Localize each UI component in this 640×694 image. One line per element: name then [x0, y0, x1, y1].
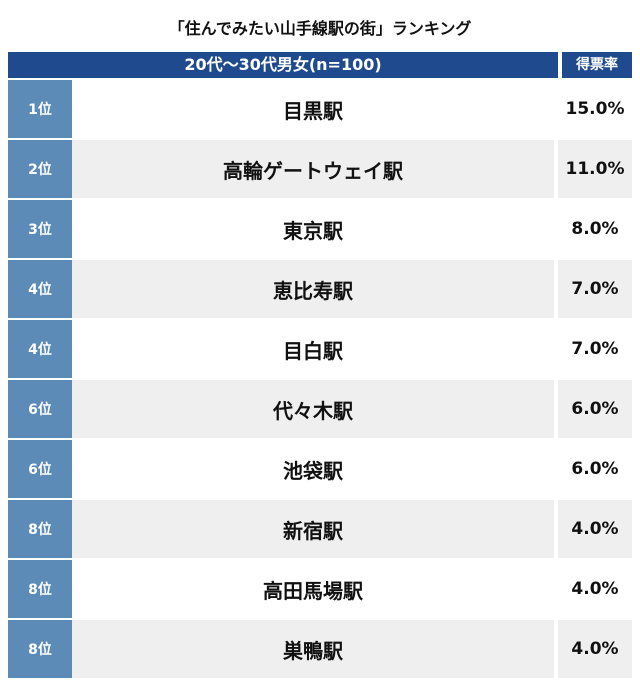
table-row: 8位 高田馬場駅 4.0%	[8, 560, 632, 618]
percent-cell: 4.0%	[558, 620, 632, 678]
table-row: 4位 目白駅 7.0%	[8, 320, 632, 378]
station-cell: 高田馬場駅	[72, 560, 554, 618]
table-row: 3位 東京駅 8.0%	[8, 200, 632, 258]
station-cell: 東京駅	[72, 200, 554, 258]
table-row: 1位 目黒駅 15.0%	[8, 80, 632, 138]
table-header: 20代〜30代男女(n=100) 得票率	[8, 52, 632, 78]
header-group-label: 20代〜30代男女(n=100)	[8, 52, 558, 78]
header-percent-label: 得票率	[562, 52, 632, 78]
rank-cell: 4位	[8, 260, 72, 318]
rank-cell: 4位	[8, 320, 72, 378]
percent-cell: 8.0%	[558, 200, 632, 258]
percent-cell: 15.0%	[558, 80, 632, 138]
station-cell: 代々木駅	[72, 380, 554, 438]
table-row: 2位 高輪ゲートウェイ駅 11.0%	[8, 140, 632, 198]
table-row: 6位 池袋駅 6.0%	[8, 440, 632, 498]
station-cell: 目黒駅	[72, 80, 554, 138]
rank-cell: 2位	[8, 140, 72, 198]
rank-cell: 8位	[8, 620, 72, 678]
percent-cell: 11.0%	[558, 140, 632, 198]
ranking-table: 20代〜30代男女(n=100) 得票率 1位 目黒駅 15.0% 2位 高輪ゲ…	[8, 52, 632, 680]
rank-cell: 8位	[8, 500, 72, 558]
table-row: 6位 代々木駅 6.0%	[8, 380, 632, 438]
percent-cell: 4.0%	[558, 500, 632, 558]
rank-cell: 6位	[8, 440, 72, 498]
table-row: 8位 巣鴨駅 4.0%	[8, 620, 632, 678]
percent-cell: 6.0%	[558, 440, 632, 498]
station-cell: 高輪ゲートウェイ駅	[72, 140, 554, 198]
percent-cell: 7.0%	[558, 260, 632, 318]
percent-cell: 4.0%	[558, 560, 632, 618]
rank-cell: 1位	[8, 80, 72, 138]
station-cell: 新宿駅	[72, 500, 554, 558]
percent-cell: 6.0%	[558, 380, 632, 438]
station-cell: 目白駅	[72, 320, 554, 378]
rank-cell: 3位	[8, 200, 72, 258]
table-row: 8位 新宿駅 4.0%	[8, 500, 632, 558]
page-title: 「住んでみたい山手線駅の街」ランキング	[168, 19, 472, 38]
percent-cell: 7.0%	[558, 320, 632, 378]
table-body: 1位 目黒駅 15.0% 2位 高輪ゲートウェイ駅 11.0% 3位 東京駅 8…	[8, 80, 632, 678]
station-cell: 巣鴨駅	[72, 620, 554, 678]
rank-cell: 8位	[8, 560, 72, 618]
rank-cell: 6位	[8, 380, 72, 438]
table-row: 4位 恵比寿駅 7.0%	[8, 260, 632, 318]
station-cell: 恵比寿駅	[72, 260, 554, 318]
station-cell: 池袋駅	[72, 440, 554, 498]
